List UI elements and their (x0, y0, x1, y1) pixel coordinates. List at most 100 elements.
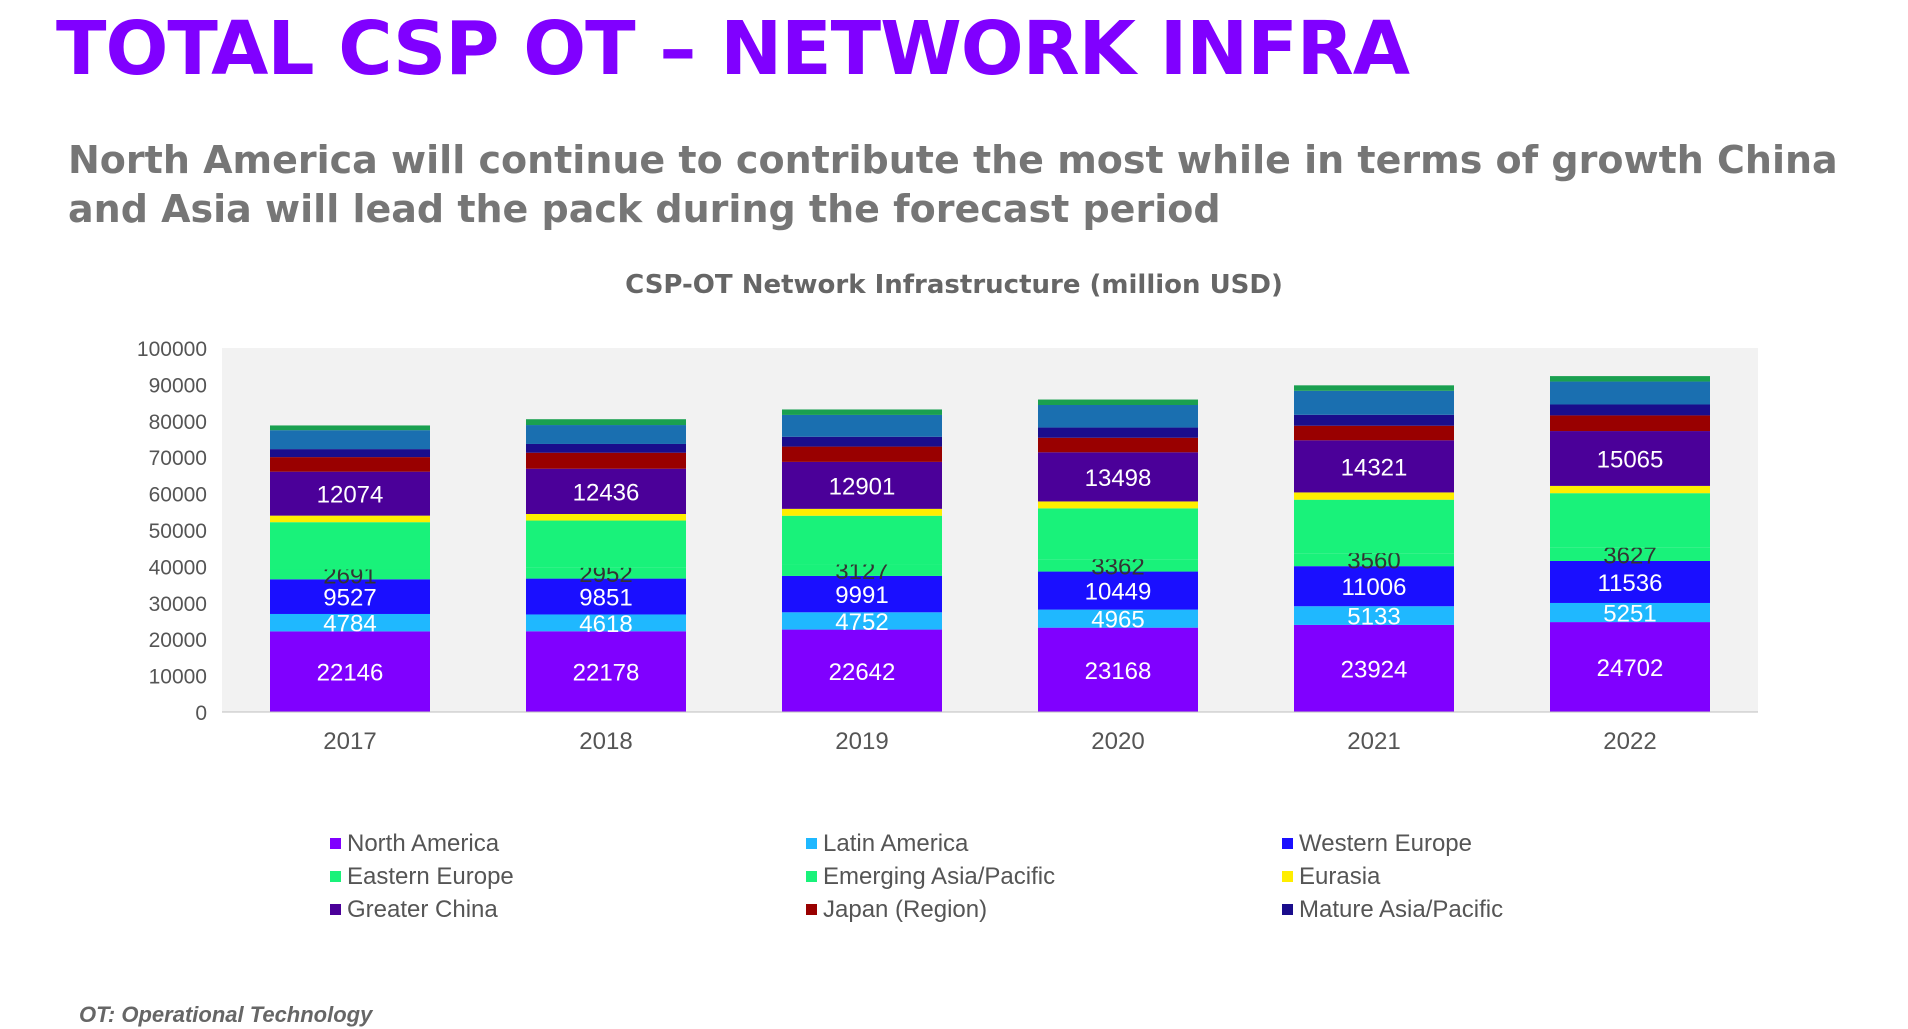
bar-segment (1038, 437, 1198, 453)
bar-segment (1038, 508, 1198, 560)
data-label: 9991 (835, 582, 888, 609)
bar-segment (782, 515, 942, 565)
bar-segment (1038, 427, 1198, 438)
bar-segment (270, 579, 430, 614)
bar-segment (526, 614, 686, 632)
bar-segment (526, 452, 686, 469)
bar-segment (270, 430, 430, 450)
legend-swatch (806, 904, 817, 915)
legend-label: Eurasia (1299, 862, 1381, 890)
bar-segment (782, 409, 942, 415)
bar-segment (1550, 493, 1710, 548)
x-tick-label: 2022 (1603, 728, 1656, 755)
y-tick-label: 30000 (149, 593, 207, 616)
legend-swatch (330, 904, 341, 915)
x-tick-label: 2019 (835, 728, 888, 755)
bar-segment (270, 613, 430, 632)
bar-segment (526, 468, 686, 514)
bar-segment (270, 515, 430, 523)
bars-group: 2214647849527269112074221784618985129521… (270, 376, 1710, 712)
bar-segment (1550, 622, 1710, 712)
footnote: OT: Operational Technology (79, 1002, 373, 1027)
bar-segment (1550, 560, 1710, 603)
bar-segment (1294, 492, 1454, 500)
data-label: 4618 (579, 611, 632, 638)
x-tick-label: 2017 (323, 728, 376, 755)
data-label: 12074 (317, 482, 384, 509)
bar-segment (526, 419, 686, 426)
y-tick-label: 20000 (149, 629, 207, 652)
bar-segment (782, 575, 942, 613)
y-tick-label: 60000 (149, 484, 207, 507)
x-axis: 2017 2018 2019 2020 2021 2022 (222, 711, 1758, 755)
bar-segment (1294, 624, 1454, 712)
legend-swatch (330, 871, 341, 882)
legend-label: Greater China (347, 895, 498, 923)
bar-segment (1294, 553, 1454, 567)
bar-segment (782, 629, 942, 712)
data-label: 11006 (1342, 574, 1407, 601)
bar-segment (782, 612, 942, 630)
data-label: 23168 (1085, 658, 1152, 685)
legend-label: Emerging Asia/Pacific (823, 862, 1056, 890)
legend-label: Latin America (823, 829, 969, 857)
data-label: 22178 (573, 660, 640, 687)
legend-swatch (1282, 904, 1293, 915)
bar-segment (1294, 440, 1454, 493)
bar-segment (1038, 399, 1198, 405)
legend-item: Japan (Region) (806, 896, 1282, 923)
y-tick-label: 0 (195, 702, 207, 725)
y-tick-label: 10000 (149, 666, 207, 689)
bar-segment (1294, 385, 1454, 391)
chart-legend: North America Latin America Western Europe… (330, 830, 1630, 923)
chart-title: CSP-OT Network Infrastructure (million U… (625, 270, 1283, 300)
x-tick-label: 2020 (1091, 728, 1144, 755)
data-label: 4752 (835, 609, 888, 636)
bar-segment (1550, 415, 1710, 432)
y-tick-label: 50000 (149, 520, 207, 543)
data-label: 12901 (829, 473, 896, 500)
data-label: 24702 (1597, 655, 1664, 682)
data-label: 11536 (1598, 570, 1663, 597)
bar-segment (1038, 501, 1198, 509)
bar-segment (270, 449, 430, 458)
slide-subtitle: North America will continue to contribut… (68, 138, 1838, 231)
data-label: 15065 (1597, 446, 1664, 473)
bar-segment (1294, 390, 1454, 415)
y-tick-label: 40000 (149, 556, 207, 579)
bar-segment (1038, 571, 1198, 610)
bar-segment (270, 522, 430, 570)
bar-segment (1550, 602, 1710, 623)
x-tick-label: 2021 (1347, 728, 1400, 755)
legend-item: Western Europe (1282, 830, 1630, 857)
slide-title: TOTAL CSP OT – NETWORK INFRA (56, 6, 1410, 92)
data-label: 9851 (579, 585, 632, 612)
y-tick-label: 90000 (149, 374, 207, 397)
bar-segment (526, 443, 686, 453)
legend-item: Eurasia (1282, 863, 1630, 890)
bar-segment (782, 414, 942, 437)
bar-segment (526, 425, 686, 444)
data-label: 22146 (317, 660, 384, 687)
plot-area (222, 348, 1758, 712)
bar-segment (1038, 404, 1198, 428)
data-label: 14321 (1341, 454, 1408, 481)
bar-segment (270, 457, 430, 472)
legend-swatch (806, 871, 817, 882)
data-label: 10449 (1085, 579, 1152, 606)
data-label: 5251 (1603, 601, 1656, 628)
legend-label: Western Europe (1299, 829, 1472, 857)
data-label: 22642 (829, 659, 896, 686)
legend-item: Eastern Europe (330, 863, 806, 890)
bar-segment (782, 564, 942, 576)
bar-segment (1294, 425, 1454, 441)
legend-swatch (1282, 838, 1293, 849)
bar-segment (1550, 381, 1710, 405)
bar-segment (526, 631, 686, 712)
legend-swatch (806, 838, 817, 849)
legend-label: Japan (Region) (823, 895, 988, 923)
data-label: 4784 (323, 611, 376, 638)
legend-label: Mature Asia/Pacific (1299, 895, 1504, 923)
bar-segment (526, 513, 686, 521)
